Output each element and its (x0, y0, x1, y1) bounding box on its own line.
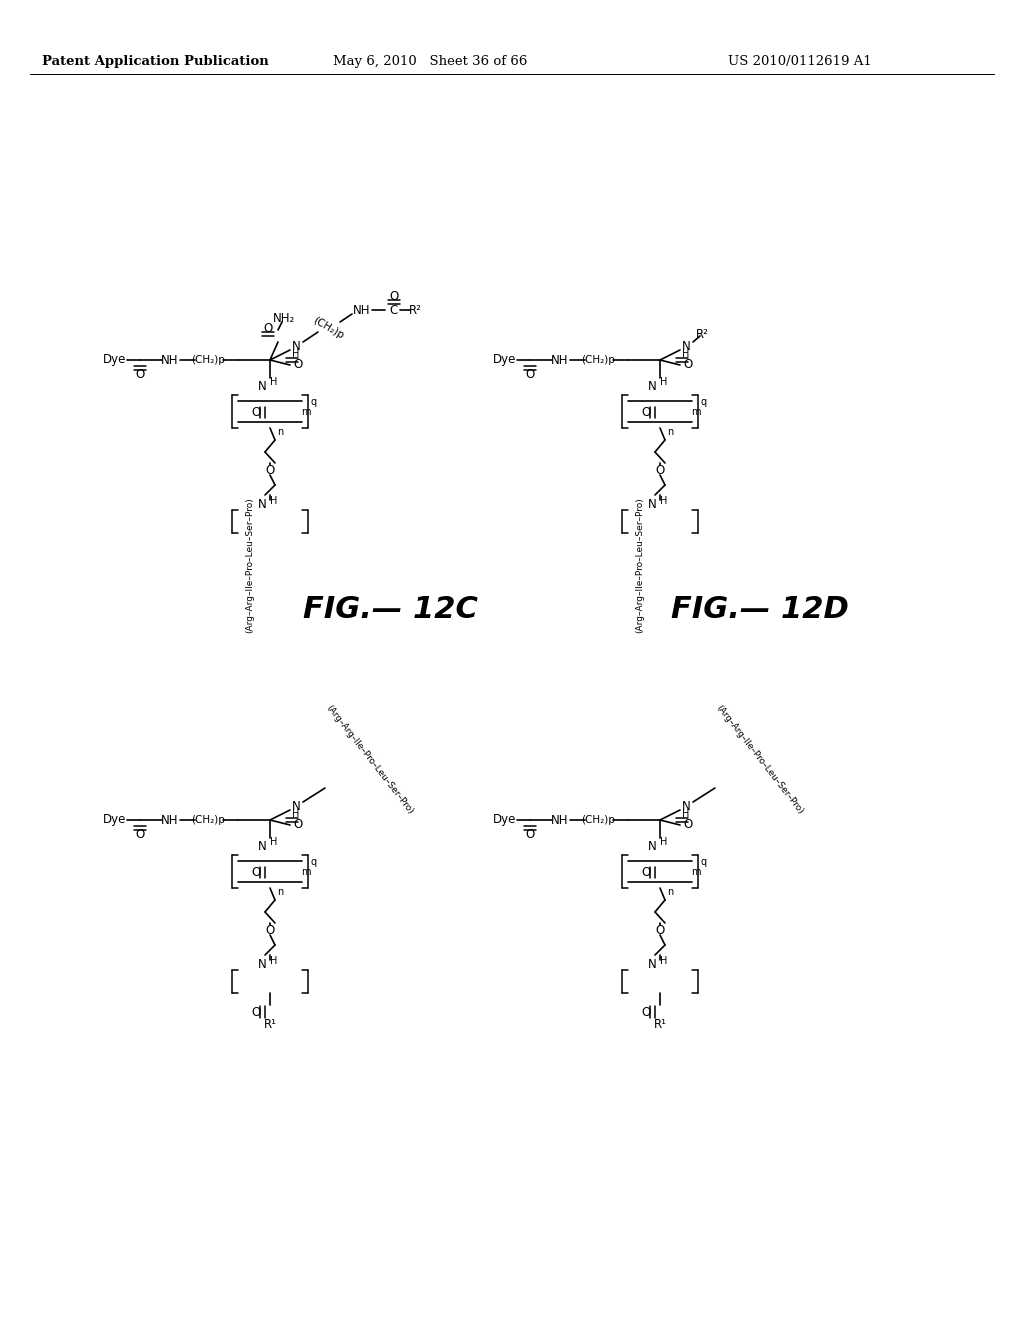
Text: q: q (701, 397, 707, 407)
Text: q: q (701, 857, 707, 867)
Text: H: H (682, 348, 690, 359)
Text: O: O (641, 1006, 650, 1019)
Text: O: O (683, 818, 692, 832)
Text: O: O (655, 924, 665, 936)
Text: N: N (258, 958, 266, 972)
Text: O: O (655, 463, 665, 477)
Text: O: O (525, 367, 535, 380)
Text: Dye: Dye (494, 354, 517, 367)
Text: N: N (682, 339, 690, 352)
Text: m: m (301, 407, 310, 417)
Text: (Arg–Arg–Ile–Pro–Leu–Ser–Pro): (Arg–Arg–Ile–Pro–Leu–Ser–Pro) (325, 704, 416, 816)
Text: C: C (390, 304, 398, 317)
Text: H: H (270, 496, 278, 506)
Text: NH: NH (551, 354, 568, 367)
Text: H: H (660, 496, 668, 506)
Text: N: N (647, 380, 656, 392)
Text: NH₂: NH₂ (272, 312, 295, 325)
Text: N: N (682, 800, 690, 813)
Text: N: N (292, 339, 300, 352)
Text: n: n (276, 887, 283, 898)
Text: N: N (647, 958, 656, 972)
Text: H: H (682, 809, 690, 818)
Text: H: H (660, 378, 668, 387)
Text: n: n (276, 426, 283, 437)
Text: May 6, 2010   Sheet 36 of 66: May 6, 2010 Sheet 36 of 66 (333, 55, 527, 69)
Text: (Arg–Arg–Ile–Pro–Leu–Ser–Pro): (Arg–Arg–Ile–Pro–Leu–Ser–Pro) (246, 498, 255, 632)
Text: Dye: Dye (494, 813, 517, 826)
Text: N: N (258, 840, 266, 853)
Text: N: N (258, 499, 266, 511)
Text: O: O (263, 322, 272, 334)
Text: FIG.— 12D: FIG.— 12D (671, 595, 849, 624)
Text: N: N (258, 380, 266, 392)
Text: (Arg–Arg–Ile–Pro–Leu–Ser–Pro): (Arg–Arg–Ile–Pro–Leu–Ser–Pro) (715, 704, 805, 816)
Text: Patent Application Publication: Patent Application Publication (42, 55, 268, 69)
Text: m: m (691, 867, 700, 876)
Text: R¹: R¹ (653, 1019, 667, 1031)
Text: O: O (641, 405, 650, 418)
Text: (Arg–Arg–Ile–Pro–Leu–Ser–Pro): (Arg–Arg–Ile–Pro–Leu–Ser–Pro) (636, 498, 644, 632)
Text: US 2010/0112619 A1: US 2010/0112619 A1 (728, 55, 871, 69)
Text: H: H (292, 809, 300, 818)
Text: O: O (293, 818, 303, 832)
Text: Dye: Dye (103, 813, 127, 826)
Text: n: n (667, 426, 673, 437)
Text: Dye: Dye (103, 354, 127, 367)
Text: H: H (660, 956, 668, 966)
Text: O: O (251, 1006, 261, 1019)
Text: q: q (311, 397, 317, 407)
Text: R¹: R¹ (263, 1019, 276, 1031)
Text: (CH₂)p: (CH₂)p (191, 355, 225, 366)
Text: R²: R² (695, 327, 709, 341)
Text: H: H (270, 837, 278, 847)
Text: O: O (525, 828, 535, 841)
Text: n: n (667, 887, 673, 898)
Text: (CH₂)p: (CH₂)p (311, 315, 345, 341)
Text: FIG.— 12C: FIG.— 12C (302, 595, 477, 624)
Text: N: N (647, 499, 656, 511)
Text: O: O (135, 828, 144, 841)
Text: R²: R² (409, 304, 422, 317)
Text: N: N (647, 840, 656, 853)
Text: H: H (292, 348, 300, 359)
Text: q: q (311, 857, 317, 867)
Text: O: O (251, 866, 261, 879)
Text: O: O (683, 359, 692, 371)
Text: m: m (301, 867, 310, 876)
Text: NH: NH (551, 813, 568, 826)
Text: NH: NH (353, 304, 371, 317)
Text: H: H (270, 956, 278, 966)
Text: m: m (691, 407, 700, 417)
Text: O: O (265, 463, 274, 477)
Text: (CH₂)p: (CH₂)p (191, 814, 225, 825)
Text: N: N (292, 800, 300, 813)
Text: H: H (660, 837, 668, 847)
Text: NH: NH (161, 354, 179, 367)
Text: O: O (641, 866, 650, 879)
Text: O: O (135, 367, 144, 380)
Text: O: O (265, 924, 274, 936)
Text: (CH₂)p: (CH₂)p (581, 355, 615, 366)
Text: H: H (270, 378, 278, 387)
Text: (CH₂)p: (CH₂)p (581, 814, 615, 825)
Text: O: O (251, 405, 261, 418)
Text: NH: NH (161, 813, 179, 826)
Text: O: O (389, 289, 398, 302)
Text: O: O (293, 359, 303, 371)
